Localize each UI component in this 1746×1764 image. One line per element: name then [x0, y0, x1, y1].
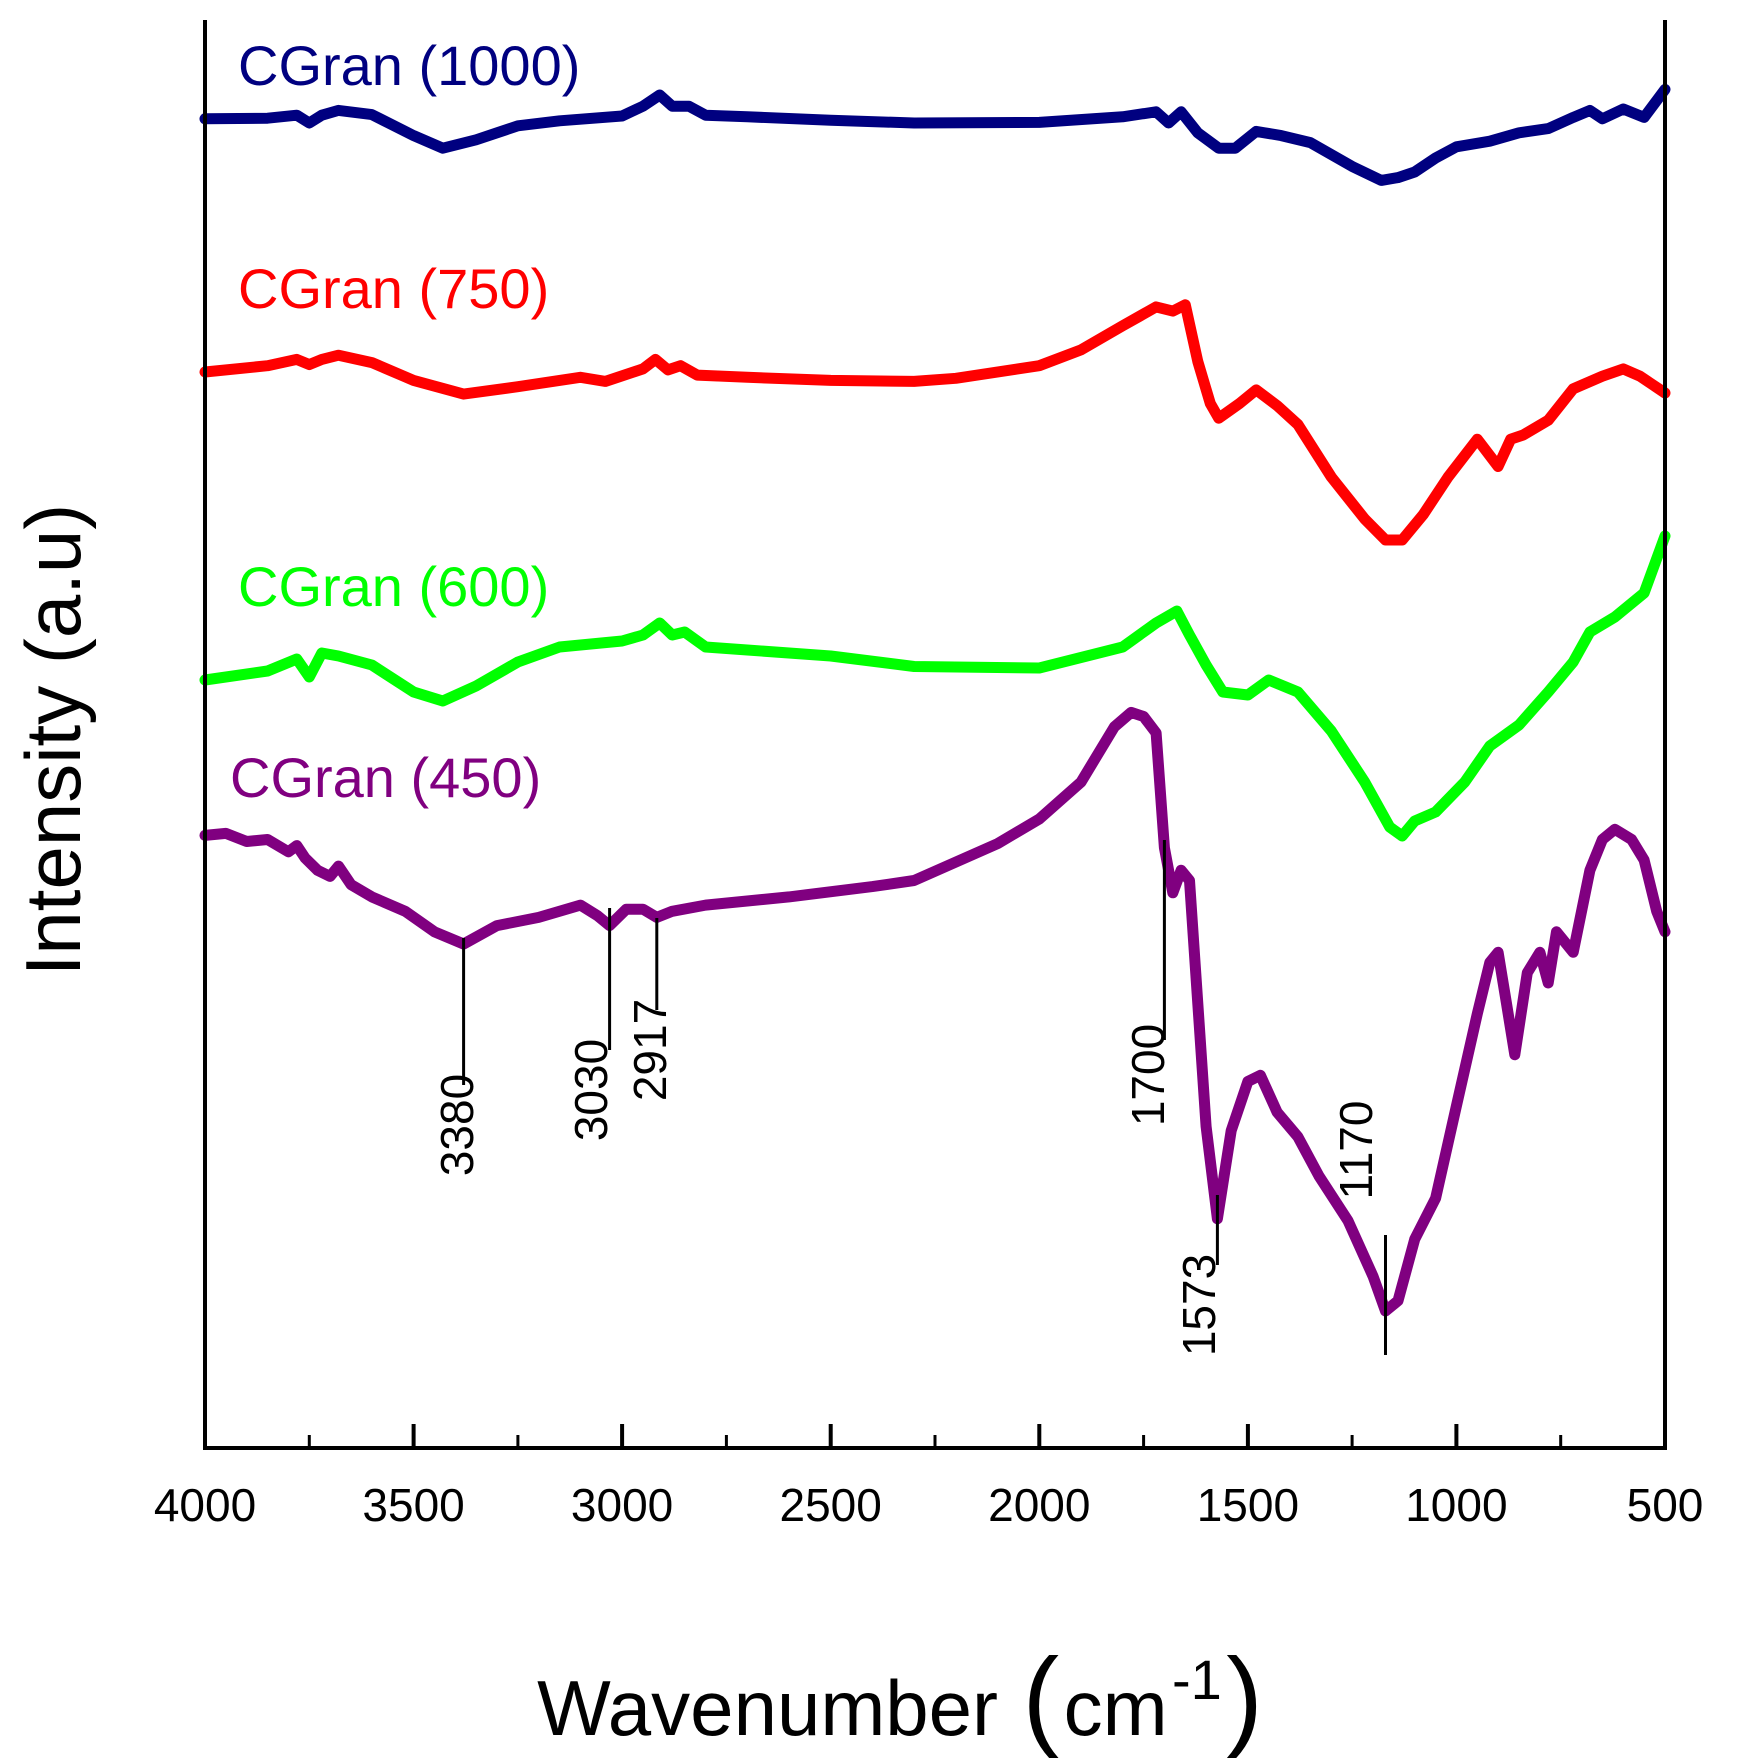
annotation-layer: 3380 3030 2917 1700 1573 1170 — [431, 840, 1387, 1356]
x-tick-label-3000: 3000 — [571, 1479, 673, 1531]
series-line-600 — [199, 530, 1671, 842]
x-axis-title: Wavenumber ( cm -1 ) — [537, 1636, 1263, 1759]
label-layer: CGran (1000) CGran (750) CGran (600) CGran … — [230, 34, 580, 809]
x-tick-label-500: 500 — [1627, 1479, 1704, 1531]
peak-label-1700: 1700 — [1122, 1024, 1174, 1126]
x-tick-label-1000: 1000 — [1405, 1479, 1507, 1531]
x-axis-title-text: Wavenumber — [537, 1664, 998, 1752]
series-label-1000: CGran (1000) — [238, 34, 580, 97]
x-tick-label-2500: 2500 — [780, 1479, 882, 1531]
x-axis-title-unit-exponent: -1 — [1172, 1648, 1222, 1711]
peak-label-1573: 1573 — [1173, 1254, 1225, 1356]
peak-label-3030: 3030 — [565, 1039, 617, 1141]
x-axis-title-paren-close: ) — [1226, 1636, 1263, 1759]
peak-label-2917: 2917 — [624, 999, 676, 1101]
x-tick-label-2000: 2000 — [988, 1479, 1090, 1531]
x-tick-label-1500: 1500 — [1197, 1479, 1299, 1531]
x-axis-title-unit: cm — [1064, 1664, 1168, 1752]
axis-layer: 4000 3500 3000 2500 2000 1500 1000 500 — [154, 20, 1704, 1531]
x-axis-title-paren-open: ( — [1023, 1636, 1060, 1759]
series-label-450: CGran (450) — [230, 746, 541, 809]
series-label-600: CGran (600) — [238, 555, 549, 618]
x-tick-label-4000: 4000 — [154, 1479, 256, 1531]
peak-label-3380: 3380 — [431, 1074, 483, 1176]
peak-label-1170: 1170 — [1330, 1101, 1382, 1200]
series-line-1000 — [199, 83, 1671, 186]
y-axis-title: Intensity (a.u) — [9, 504, 97, 977]
x-tick-label-3500: 3500 — [362, 1479, 464, 1531]
series-label-750: CGran (750) — [238, 257, 549, 320]
series-line-750 — [199, 299, 1671, 546]
